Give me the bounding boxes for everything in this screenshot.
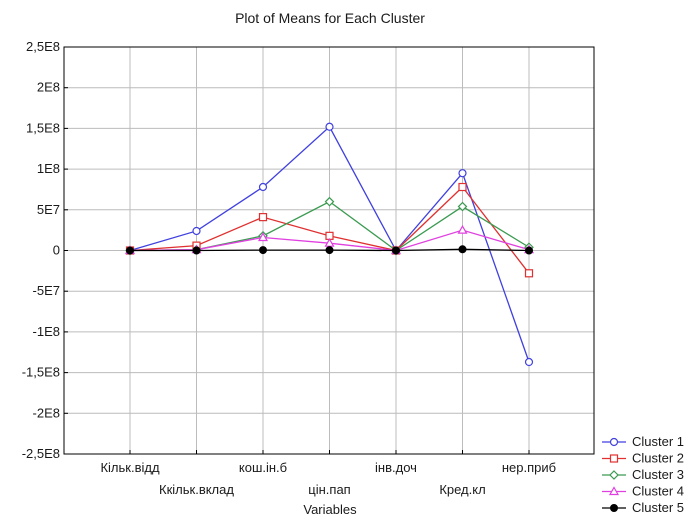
legend-marker bbox=[609, 470, 619, 480]
legend-marker bbox=[609, 437, 619, 447]
x-tick-label: Кред.кл bbox=[439, 482, 485, 497]
legend-label: Cluster 2 bbox=[632, 451, 684, 466]
data-point bbox=[525, 246, 533, 255]
data-point bbox=[192, 246, 201, 255]
data-point bbox=[325, 122, 334, 131]
x-tick-label: цін.пап bbox=[308, 482, 350, 497]
series-cluster-5 bbox=[126, 245, 533, 255]
data-point bbox=[458, 182, 467, 192]
legend-label: Cluster 5 bbox=[632, 500, 684, 515]
y-tick-label: 5E7 bbox=[37, 202, 60, 217]
data-point bbox=[325, 246, 334, 255]
y-tick-label: -2E8 bbox=[33, 405, 60, 420]
x-tick-label: нер.приб bbox=[502, 460, 556, 475]
legend-item: Cluster 2 bbox=[602, 451, 684, 466]
y-tick-label: -1E8 bbox=[33, 324, 60, 339]
data-point bbox=[457, 224, 468, 234]
y-tick-label: 2,5E8 bbox=[26, 39, 60, 54]
y-tick-label: 1E8 bbox=[37, 161, 60, 176]
data-point bbox=[324, 196, 335, 207]
data-point bbox=[257, 232, 269, 242]
x-tick-label: інв.доч bbox=[375, 460, 417, 475]
x-tick-label: Ккільк.вклад bbox=[159, 482, 234, 497]
legend-item: Cluster 5 bbox=[602, 500, 684, 515]
legend-item: Cluster 4 bbox=[602, 484, 684, 499]
legend-marker bbox=[608, 486, 620, 496]
data-point bbox=[457, 201, 468, 212]
x-tick-label: Кільк.відд bbox=[100, 460, 159, 475]
data-point bbox=[458, 245, 467, 254]
data-point bbox=[192, 226, 201, 236]
legend-marker bbox=[610, 504, 618, 512]
data-point bbox=[524, 357, 534, 367]
legend-item: Cluster 1 bbox=[602, 434, 684, 449]
chart-title: Plot of Means for Each Cluster bbox=[235, 10, 425, 26]
legend-label: Cluster 4 bbox=[632, 484, 684, 499]
y-tick-label: -2,5E8 bbox=[22, 446, 60, 461]
series-group bbox=[124, 122, 535, 367]
x-axis-label: Variables bbox=[303, 502, 357, 517]
data-point bbox=[458, 169, 467, 178]
legend-item: Cluster 3 bbox=[602, 467, 684, 482]
legend-label: Cluster 3 bbox=[632, 467, 684, 482]
data-point bbox=[392, 246, 400, 255]
legend-label: Cluster 1 bbox=[632, 434, 684, 449]
y-tick-label: -1,5E8 bbox=[22, 365, 60, 380]
x-tick-label: кош.ін.б bbox=[239, 460, 287, 475]
legend-marker bbox=[609, 454, 619, 463]
y-tick-label: 2E8 bbox=[37, 80, 60, 95]
data-point bbox=[258, 182, 268, 192]
y-tick-label: -5E7 bbox=[33, 283, 60, 298]
data-point bbox=[258, 213, 268, 222]
data-point bbox=[126, 246, 134, 255]
data-point bbox=[259, 246, 267, 255]
y-tick-label: 1,5E8 bbox=[26, 120, 60, 135]
y-axis: 2,5E8 2E8 1,5E8 1E8 5E7 0 -5E7 -1E8 -1,5E8 -2E8 -2… bbox=[22, 39, 68, 461]
data-point bbox=[524, 269, 534, 278]
y-tick-label: 0 bbox=[53, 243, 60, 258]
